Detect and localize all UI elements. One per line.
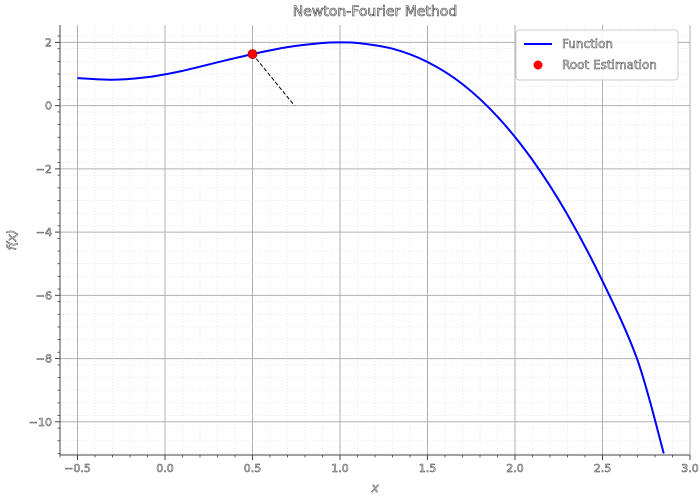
tangent-line [252, 53, 295, 106]
x-tick-label: −0.5 [64, 462, 91, 475]
plot-area [77, 41, 665, 454]
x-tick-label: 3.0 [681, 462, 699, 475]
legend-function-label: Function [562, 37, 613, 51]
chart-title: Newton-Fourier Method [293, 4, 457, 20]
y-tick-label: −10 [29, 416, 52, 429]
y-tick-label: 0 [45, 100, 52, 113]
y-tick-label: −6 [36, 289, 52, 302]
y-tick-label: −4 [36, 226, 52, 239]
root-estimation-point [247, 49, 258, 59]
legend: Function Root Estimation [515, 29, 679, 81]
y-tick-label: −2 [36, 163, 52, 176]
y-axis-label: f(x) [5, 230, 19, 251]
legend-root-label: Root Estimation [562, 58, 657, 72]
function-line [77, 41, 665, 454]
x-tick-label: 2.0 [506, 462, 524, 475]
x-tick-label: 1.5 [419, 462, 437, 475]
x-tick-label: 2.5 [594, 462, 612, 475]
axes: −0.5 0.0 0.5 1.0 1.5 2.0 2.5 3.0 2 0 −2 −4 −6 −8 −10 [29, 25, 699, 475]
x-tick-label: 0.5 [244, 462, 262, 475]
x-tick-label: 1.0 [331, 462, 349, 475]
legend-root-swatch [533, 60, 543, 70]
legend-frame [515, 29, 679, 81]
y-tick-label: −8 [36, 353, 52, 366]
y-tick-label: 2 [45, 36, 52, 49]
x-axis-label: x [370, 481, 379, 495]
x-tick-label: 0.0 [156, 462, 174, 475]
